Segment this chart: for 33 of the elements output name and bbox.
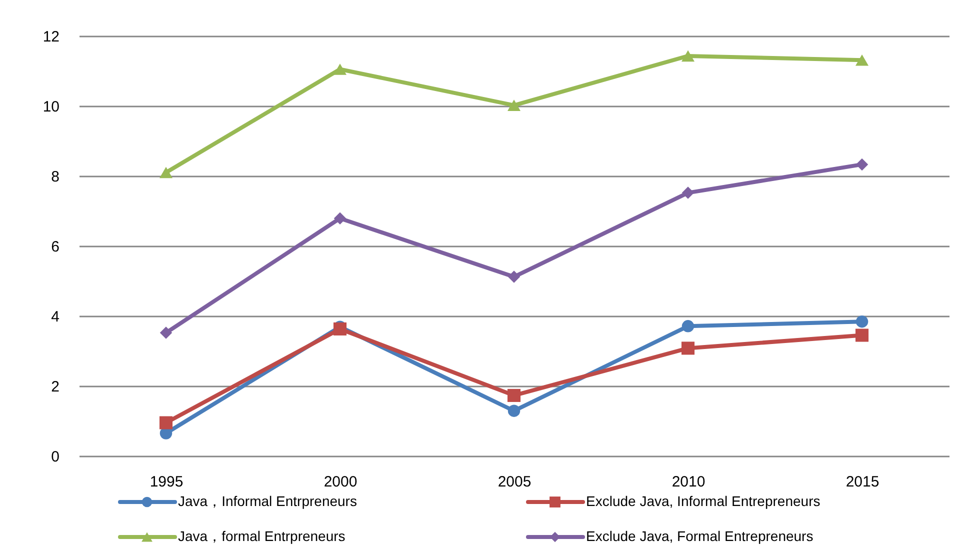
point (159, 166, 173, 178)
y-tick-label: 0 (51, 448, 60, 466)
point (856, 158, 868, 171)
y-tick-label: 12 (42, 28, 60, 46)
x-tick-label: 2015 (846, 474, 880, 490)
point (334, 212, 346, 224)
x-tick-label: 2005 (498, 474, 532, 490)
legend-label: Exclude Java, Formal Entrepreneurs (586, 528, 814, 544)
point (682, 186, 694, 199)
point (855, 54, 869, 66)
x-tick-label: 2000 (324, 474, 358, 490)
point (681, 342, 695, 355)
point (507, 388, 521, 402)
point (160, 326, 172, 339)
point (856, 315, 868, 328)
x-tick-label: 1995 (150, 474, 184, 490)
y-tick-label: 6 (51, 238, 60, 256)
y-tick-label: 2 (51, 378, 60, 396)
point (508, 270, 520, 283)
y-tick-label: 8 (51, 168, 60, 186)
legend-label: Exclude Java, Informal Entrepreneurs (586, 493, 820, 509)
legend-label: Java，Informal Entrpreneurs (178, 493, 357, 509)
y-tick-label: 10 (42, 98, 60, 116)
point (682, 320, 694, 332)
point (681, 50, 695, 62)
legend-label: Java，formal Entrpreneurs (178, 528, 346, 544)
point (507, 100, 521, 111)
point (508, 404, 520, 417)
point (159, 416, 173, 430)
point (855, 328, 869, 342)
y-tick-label: 4 (51, 308, 60, 326)
point (333, 64, 347, 75)
x-tick-label: 2010 (672, 474, 706, 490)
